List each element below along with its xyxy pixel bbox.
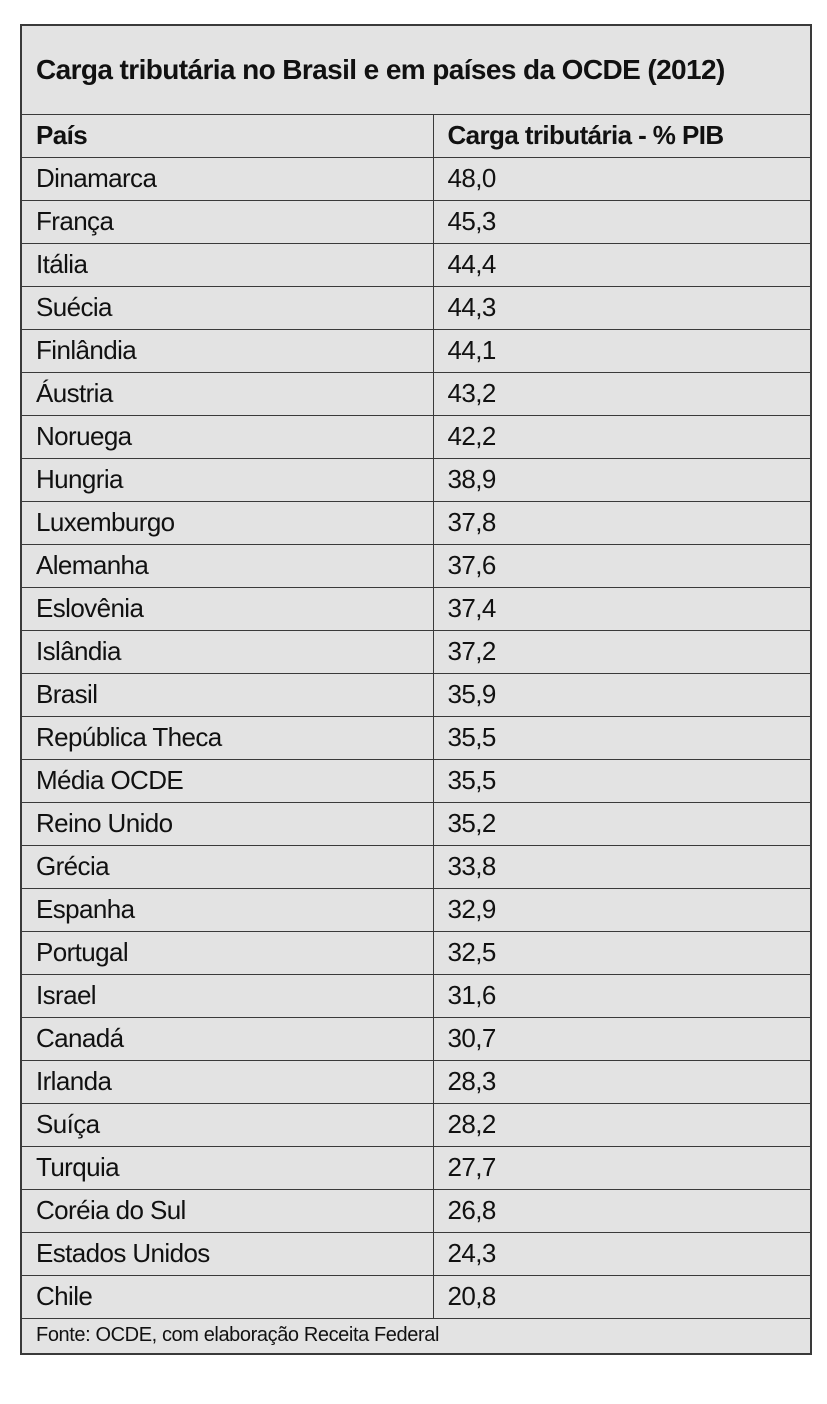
data-row: Portugal 32,5: [20, 930, 812, 975]
country-cell: Luxemburgo: [20, 500, 434, 545]
country-cell: Hungria: [20, 457, 434, 502]
data-row: República Theca 35,5: [20, 715, 812, 760]
country-cell: Eslovênia: [20, 586, 434, 631]
country-cell: Dinamarca: [20, 156, 434, 201]
table-title: Carga tributária no Brasil e em países d…: [20, 24, 812, 115]
country-cell: Itália: [20, 242, 434, 287]
value-cell: 27,7: [432, 1145, 812, 1190]
data-row: Noruega 42,2: [20, 414, 812, 459]
tax-table: Carga tributária no Brasil e em países d…: [20, 24, 812, 1355]
country-cell: Suíça: [20, 1102, 434, 1147]
table-body: Dinamarca 48,0 França 45,3 Itália 44,4 Suécia 4…: [20, 156, 812, 1319]
value-cell: 45,3: [432, 199, 812, 244]
country-cell: Noruega: [20, 414, 434, 459]
value-cell: 30,7: [432, 1016, 812, 1061]
data-row: Reino Unido 35,2: [20, 801, 812, 846]
data-row: Israel 31,6: [20, 973, 812, 1018]
data-row: Brasil 35,9: [20, 672, 812, 717]
data-row: Turquia 27,7: [20, 1145, 812, 1190]
source-note: Fonte: OCDE, com elaboração Receita Fede…: [20, 1317, 812, 1355]
country-cell: República Theca: [20, 715, 434, 760]
value-cell: 38,9: [432, 457, 812, 502]
data-row: França 45,3: [20, 199, 812, 244]
country-cell: Reino Unido: [20, 801, 434, 846]
country-cell: Estados Unidos: [20, 1231, 434, 1276]
data-row: Espanha 32,9: [20, 887, 812, 932]
header-row: País Carga tributária - % PIB: [20, 113, 812, 158]
country-cell: Brasil: [20, 672, 434, 717]
data-row: Finlândia 44,1: [20, 328, 812, 373]
value-cell: 44,1: [432, 328, 812, 373]
value-cell: 37,4: [432, 586, 812, 631]
column-header: Carga tributária - % PIB: [432, 113, 812, 158]
data-row: Média OCDE 35,5: [20, 758, 812, 803]
data-row: Irlanda 28,3: [20, 1059, 812, 1104]
country-cell: Espanha: [20, 887, 434, 932]
country-cell: Chile: [20, 1274, 434, 1319]
value-cell: 28,2: [432, 1102, 812, 1147]
value-cell: 35,2: [432, 801, 812, 846]
data-row: Luxemburgo 37,8: [20, 500, 812, 545]
value-cell: 35,5: [432, 758, 812, 803]
value-cell: 35,5: [432, 715, 812, 760]
value-cell: 44,4: [432, 242, 812, 287]
data-row: Canadá 30,7: [20, 1016, 812, 1061]
data-row: Estados Unidos 24,3: [20, 1231, 812, 1276]
country-cell: Áustria: [20, 371, 434, 416]
value-cell: 43,2: [432, 371, 812, 416]
country-cell: Islândia: [20, 629, 434, 674]
value-cell: 35,9: [432, 672, 812, 717]
value-cell: 48,0: [432, 156, 812, 201]
value-cell: 24,3: [432, 1231, 812, 1276]
country-cell: Suécia: [20, 285, 434, 330]
country-cell: Grécia: [20, 844, 434, 889]
value-cell: 28,3: [432, 1059, 812, 1104]
value-cell: 32,9: [432, 887, 812, 932]
country-cell: Irlanda: [20, 1059, 434, 1104]
title-row: Carga tributária no Brasil e em países d…: [20, 24, 812, 115]
data-row: Chile 20,8: [20, 1274, 812, 1319]
column-header: País: [20, 113, 434, 158]
country-cell: França: [20, 199, 434, 244]
data-row: Itália 44,4: [20, 242, 812, 287]
data-row: Eslovênia 37,4: [20, 586, 812, 631]
value-cell: 37,2: [432, 629, 812, 674]
country-cell: Média OCDE: [20, 758, 434, 803]
data-row: Suécia 44,3: [20, 285, 812, 330]
data-row: Suíça 28,2: [20, 1102, 812, 1147]
data-row: Islândia 37,2: [20, 629, 812, 674]
value-cell: 33,8: [432, 844, 812, 889]
value-cell: 37,6: [432, 543, 812, 588]
value-cell: 31,6: [432, 973, 812, 1018]
data-row: Alemanha 37,6: [20, 543, 812, 588]
value-cell: 32,5: [432, 930, 812, 975]
value-cell: 44,3: [432, 285, 812, 330]
country-cell: Israel: [20, 973, 434, 1018]
data-row: Grécia 33,8: [20, 844, 812, 889]
value-cell: 42,2: [432, 414, 812, 459]
data-row: Dinamarca 48,0: [20, 156, 812, 201]
data-row: Hungria 38,9: [20, 457, 812, 502]
country-cell: Turquia: [20, 1145, 434, 1190]
country-cell: Canadá: [20, 1016, 434, 1061]
country-cell: Portugal: [20, 930, 434, 975]
data-row: Áustria 43,2: [20, 371, 812, 416]
country-cell: Alemanha: [20, 543, 434, 588]
value-cell: 26,8: [432, 1188, 812, 1233]
country-cell: Finlândia: [20, 328, 434, 373]
value-cell: 37,8: [432, 500, 812, 545]
country-cell: Coréia do Sul: [20, 1188, 434, 1233]
data-row: Coréia do Sul 26,8: [20, 1188, 812, 1233]
table-container: Carga tributária no Brasil e em países d…: [20, 24, 812, 1355]
footer-row: Fonte: OCDE, com elaboração Receita Fede…: [20, 1317, 812, 1355]
value-cell: 20,8: [432, 1274, 812, 1319]
